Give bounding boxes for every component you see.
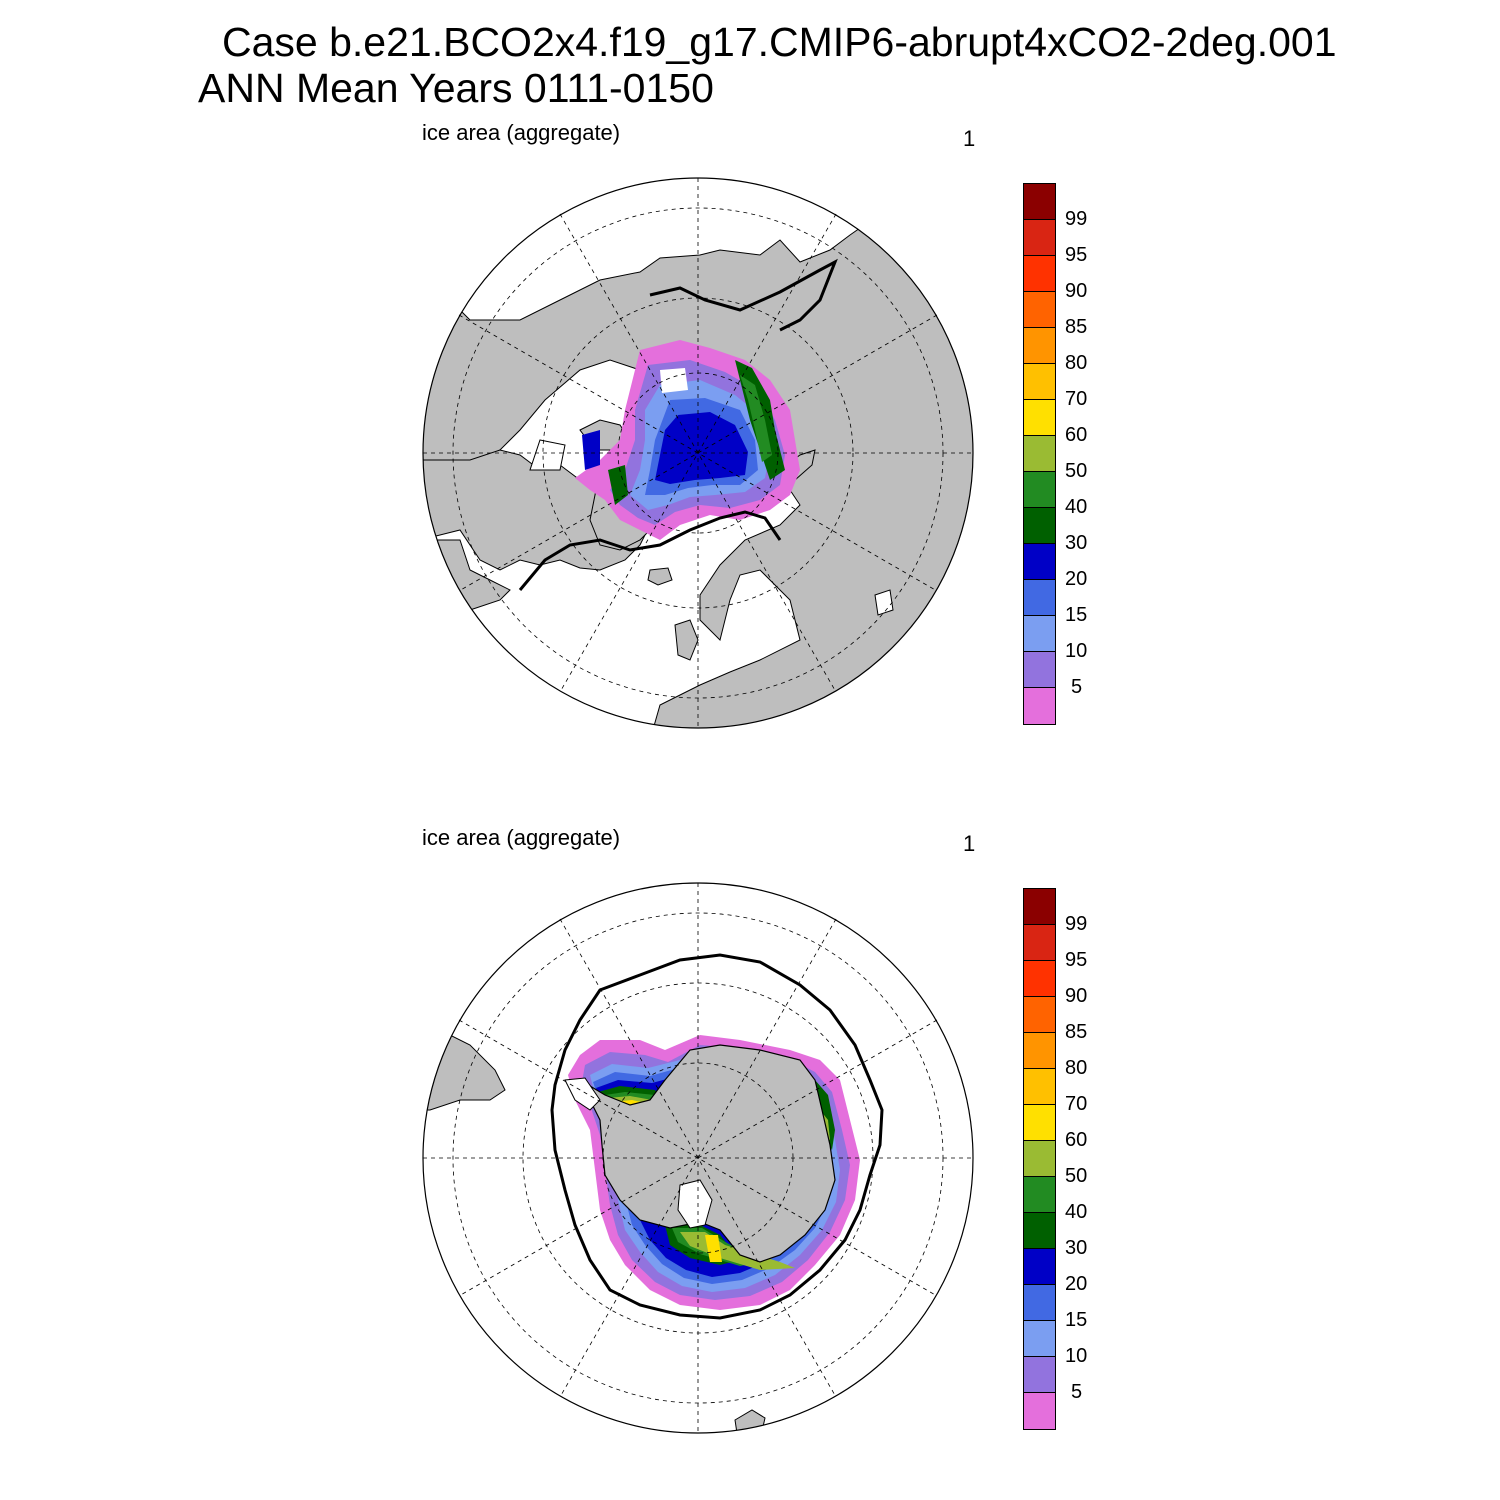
south-colorbar-label: 60: [1065, 1129, 1088, 1151]
south-panel-title: ice area (aggregate): [422, 825, 621, 850]
south-colorbar-label: 20: [1065, 1273, 1088, 1295]
north-colorbar-label: 15: [1065, 604, 1088, 626]
south-colorbar-swatch: [1024, 925, 1055, 961]
north-ice-edge-contour: [518, 258, 838, 591]
north-colorbar-label: 50: [1065, 460, 1088, 482]
south-colorbar-swatch: [1024, 1357, 1055, 1393]
north-colorbar-swatch: [1024, 544, 1055, 580]
south-graticule: [423, 883, 973, 1433]
north-colorbar: 5 10 15 20 30 40 50 60 70 80 85 90 95 99: [1023, 183, 1087, 725]
north-panel-units: 1: [963, 126, 976, 151]
south-colorbar-label: 70: [1065, 1093, 1088, 1115]
south-polar-map: [422, 882, 974, 1434]
north-colorbar-label: 85: [1065, 316, 1088, 338]
south-colorbar-label: 90: [1065, 985, 1088, 1007]
south-map-border: [422, 882, 974, 1434]
north-colorbar-label: 30: [1065, 532, 1088, 554]
iceland-land: [647, 567, 673, 586]
south-colorbar-swatch: [1024, 1177, 1055, 1213]
south-colorbar-swatch: [1024, 961, 1055, 997]
british-isles-land: [674, 619, 699, 661]
period-title: ANN Mean Years 0111-0150: [198, 65, 714, 111]
north-colorbar-swatch: [1024, 508, 1055, 544]
north-map-border: [422, 177, 974, 729]
north-colorbar-label: 40: [1065, 496, 1088, 518]
south-colorbar-swatch: [1024, 889, 1055, 925]
north-colorbar-swatch: [1024, 616, 1055, 652]
south-colorbar-label: 40: [1065, 1201, 1088, 1223]
south-colorbar-swatch: [1024, 1393, 1055, 1429]
south-colorbar: 5 10 15 20 30 40 50 60 70 80 85 90 95 99: [1023, 888, 1087, 1430]
case-title: Case b.e21.BCO2x4.f19_g17.CMIP6-abrupt4x…: [222, 19, 1337, 65]
north-colorbar-swatch: [1024, 580, 1055, 616]
south-colorbar-swatch: [1024, 1069, 1055, 1105]
north-colorbar-swatch: [1024, 328, 1055, 364]
north-colorbar-swatches: [1023, 183, 1056, 725]
south-colorbar-swatch: [1024, 1141, 1055, 1177]
south-colorbar-swatch: [1024, 1213, 1055, 1249]
north-colorbar-swatch: [1024, 652, 1055, 688]
south-colorbar-label: 85: [1065, 1021, 1088, 1043]
north-colorbar-swatch: [1024, 184, 1055, 220]
north-colorbar-label: 95: [1065, 244, 1088, 266]
north-colorbar-swatch: [1024, 436, 1055, 472]
south-colorbar-swatch: [1024, 1033, 1055, 1069]
north-panel-title: ice area (aggregate): [422, 120, 621, 145]
south-colorbar-swatches: [1023, 888, 1056, 1430]
south-colorbar-label: 30: [1065, 1237, 1088, 1259]
south-ice-edge-contour: [550, 953, 884, 1320]
north-colorbar-swatch: [1024, 472, 1055, 508]
north-colorbar-swatch: [1024, 688, 1055, 724]
south-colorbar-label: 5: [1071, 1381, 1083, 1403]
south-colorbar-swatch: [1024, 1321, 1055, 1357]
south-colorbar-label: 15: [1065, 1309, 1088, 1331]
north-colorbar-swatch: [1024, 292, 1055, 328]
north-colorbar-label: 90: [1065, 280, 1088, 302]
north-colorbar-label: 60: [1065, 424, 1088, 446]
south-colorbar-label: 50: [1065, 1165, 1088, 1187]
south-colorbar-label: 10: [1065, 1345, 1088, 1367]
south-colorbar-swatch: [1024, 1105, 1055, 1141]
north-colorbar-swatch: [1024, 220, 1055, 256]
north-colorbar-label: 80: [1065, 352, 1088, 374]
north-colorbar-swatch: [1024, 400, 1055, 436]
south-colorbar-label: 80: [1065, 1057, 1088, 1079]
north-colorbar-swatch: [1024, 256, 1055, 292]
south-colorbar-swatch: [1024, 1249, 1055, 1285]
south-colorbar-swatch: [1024, 997, 1055, 1033]
north-colorbar-label: 10: [1065, 640, 1088, 662]
north-colorbar-label: 99: [1065, 208, 1088, 230]
south-colorbar-label: 95: [1065, 949, 1088, 971]
south-colorbar-swatch: [1024, 1285, 1055, 1321]
south-panel-units: 1: [963, 831, 976, 856]
south-colorbar-label: 99: [1065, 913, 1088, 935]
north-graticule: [423, 178, 973, 728]
north-colorbar-label: 20: [1065, 568, 1088, 590]
north-colorbar-swatch: [1024, 364, 1055, 400]
north-colorbar-label: 70: [1065, 388, 1088, 410]
north-polar-map: [422, 177, 974, 729]
north-colorbar-label: 5: [1071, 676, 1083, 698]
north-sea-ice: [575, 340, 800, 540]
